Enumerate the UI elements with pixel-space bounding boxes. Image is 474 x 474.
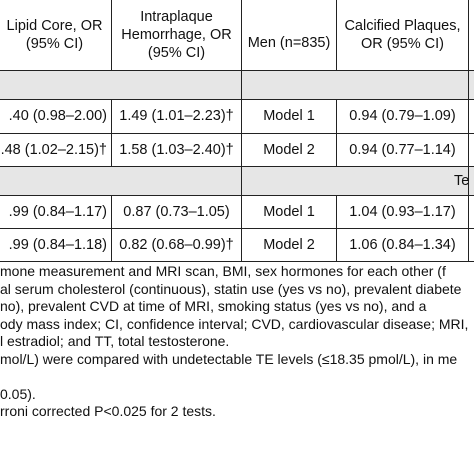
section-row-2 — [0, 166, 474, 195]
cell-model: Model 1 — [263, 203, 315, 220]
cell-ih: 0.87 (0.73–1.05) — [123, 203, 230, 220]
footnote-line: l estradiol; and TT, total testosterone. — [0, 333, 230, 349]
cell-model: Model 2 — [263, 236, 315, 253]
row-rule — [0, 99, 474, 101]
footnote-line: mone measurement and MRI scan, BMI, sex … — [0, 263, 446, 279]
row-rule — [0, 228, 474, 230]
cell-ih: 1.49 (1.01–2.23)† — [119, 108, 234, 124]
cell-calcified: 0.94 (0.79–1.09) — [349, 108, 456, 124]
cell-calcified: 0.94 (0.77–1.14) — [349, 141, 456, 158]
section-row-1 — [0, 70, 474, 99]
col-rule — [336, 195, 338, 261]
footnote-line: al serum cholesterol (continuous), stati… — [0, 280, 462, 297]
section-label: Te — [454, 172, 470, 189]
col-rule — [111, 99, 113, 166]
col-rule — [336, 99, 338, 166]
cell-calcified: 1.04 (0.93–1.17) — [349, 203, 456, 220]
header-men: Men (n=835) — [247, 35, 331, 51]
row-rule — [0, 166, 474, 168]
col-rule — [111, 0, 113, 70]
footnote-line: 0.05). — [0, 385, 36, 402]
header-lipid-core: Lipid Core, OR (95% CI) — [6, 18, 103, 52]
header-rule — [0, 70, 474, 72]
footnote-line: rroni corrected P<0.025 for 2 tests. — [0, 403, 216, 419]
cell-ih: 0.82 (0.68–0.99)† — [119, 236, 234, 253]
cell-lipid: .99 (0.84–1.17) — [8, 203, 107, 220]
cell-ih: 1.58 (1.03–2.40)† — [119, 141, 234, 158]
header-calcified-plaques: Calcified Plaques, OR (95% CI) — [344, 18, 461, 52]
footnote-line — [0, 368, 474, 386]
footnote-line: mol/L) were compared with undetectable T… — [0, 350, 458, 367]
col-rule — [241, 0, 243, 261]
col-rule — [111, 195, 113, 261]
header-intraplaque-hemorrhage: Intraplaque Hemorrhage, OR (95% CI) — [121, 9, 232, 61]
cell-lipid: .99 (0.84–1.18) — [8, 236, 107, 253]
results-table: Lipid Core, OR (95% CI) Intraplaque Hemo… — [0, 0, 474, 263]
cell-calcified: 1.06 (0.84–1.34) — [349, 236, 456, 253]
footnote-line: no), prevalent CVD at time of MRI, smoki… — [0, 298, 427, 314]
cell-lipid: .48 (1.02–2.15)† — [0, 141, 107, 158]
cell-model: Model 2 — [263, 141, 315, 158]
row-rule — [0, 195, 474, 197]
table-footnotes: mone measurement and MRI scan, BMI, sex … — [0, 263, 474, 446]
cell-lipid: .40 (0.98–2.00) — [8, 108, 107, 124]
footnote-line: ody mass index; CI, confidence interval;… — [0, 315, 469, 332]
row-rule — [0, 133, 474, 135]
row-rule — [0, 261, 474, 263]
col-rule — [468, 0, 470, 261]
cell-model: Model 1 — [263, 108, 315, 124]
col-rule — [336, 0, 338, 70]
